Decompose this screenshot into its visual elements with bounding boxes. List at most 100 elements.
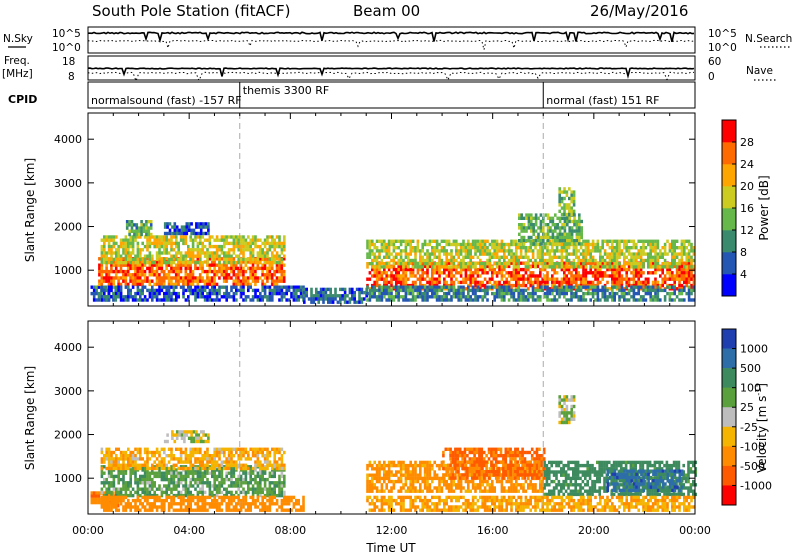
heatmap-cell — [690, 265, 693, 269]
heatmap-cell — [170, 282, 173, 287]
heatmap-cell — [530, 223, 533, 227]
heatmap-cell — [280, 279, 284, 283]
heatmap-cell — [383, 242, 386, 247]
heatmap-cell — [515, 277, 518, 281]
heatmap-cell — [268, 269, 272, 274]
heatmap-cell — [139, 481, 142, 485]
heatmap-cell — [525, 226, 528, 230]
heatmap-cell — [172, 474, 176, 479]
heatmap-cell — [560, 200, 564, 204]
heatmap-cell — [520, 226, 523, 230]
heatmap-cell — [208, 276, 212, 280]
heatmap-cell — [524, 246, 528, 250]
heatmap-cell — [471, 271, 475, 275]
heatmap-cell — [146, 235, 149, 239]
heatmap-cell — [623, 255, 626, 259]
heatmap-cell — [310, 290, 313, 295]
heatmap-cell — [263, 285, 267, 289]
heatmap-cell — [107, 279, 111, 283]
heatmap-cell — [395, 274, 398, 278]
heatmap-cell — [428, 239, 432, 243]
heatmap-cell — [182, 276, 185, 280]
heatmap-cell — [642, 262, 645, 266]
heatmap-cell — [167, 295, 171, 299]
heatmap-cell — [368, 239, 372, 243]
heatmap-cell — [471, 285, 475, 289]
heatmap-cell — [551, 283, 554, 288]
heatmap-cell — [153, 474, 156, 479]
heatmap-cell — [639, 262, 643, 266]
heatmap-cell — [493, 242, 496, 247]
heatmap-cell — [167, 273, 171, 277]
heatmap-cell — [426, 249, 429, 253]
heatmap-cell — [280, 260, 284, 265]
heatmap-cell — [115, 493, 118, 498]
heatmap-cell — [527, 287, 530, 291]
heatmap-cell — [395, 288, 398, 293]
heatmap-cell — [131, 454, 135, 458]
heatmap-cell — [348, 290, 352, 295]
heatmap-cell — [692, 252, 696, 256]
heatmap-cell — [110, 248, 113, 252]
heatmap-cell — [589, 258, 592, 263]
heatmap-cell — [409, 291, 412, 296]
heatmap-cell — [426, 252, 429, 256]
heatmap-cell — [498, 258, 501, 263]
heatmap-cell — [114, 266, 118, 271]
heatmap-cell — [428, 264, 432, 269]
heatmap-cell — [107, 288, 111, 293]
heatmap-cell — [268, 235, 272, 239]
heatmap-cell — [632, 246, 636, 250]
heatmap-cell — [227, 466, 231, 471]
heatmap-cell — [543, 291, 547, 296]
heatmap-cell — [573, 242, 576, 246]
heatmap-cell — [107, 238, 111, 242]
heatmap-cell — [213, 276, 216, 280]
heatmap-cell — [404, 252, 408, 256]
heatmap-cell — [251, 490, 255, 495]
heatmap-cell — [584, 285, 588, 289]
heatmap-cell — [134, 447, 137, 451]
heatmap-cell — [409, 271, 412, 275]
heatmap-cell — [577, 285, 580, 289]
heatmap-cell — [358, 287, 361, 292]
heatmap-cell — [103, 457, 106, 461]
heatmap-cell — [271, 257, 274, 262]
heatmap-cell — [322, 297, 325, 301]
heatmap-cell — [450, 255, 453, 259]
heatmap-cell — [594, 265, 597, 269]
heatmap-cell — [206, 454, 209, 458]
heatmap-cell — [556, 232, 559, 236]
heatmap-cell — [397, 291, 400, 296]
heatmap-cell — [131, 298, 135, 302]
heatmap-cell — [162, 279, 166, 283]
heatmap-cell — [687, 258, 691, 263]
heatmap-cell — [235, 477, 238, 482]
heatmap-cell — [117, 251, 120, 255]
heatmap-cell — [131, 493, 135, 498]
heatmap-cell — [433, 255, 436, 259]
heatmap-cell — [510, 258, 513, 263]
heatmap-cell — [270, 263, 274, 267]
heatmap-cell — [390, 288, 393, 293]
heatmap-cell — [495, 283, 499, 288]
heatmap-cell — [201, 279, 204, 283]
heatmap-cell — [191, 471, 195, 475]
heatmap-cell — [392, 274, 396, 278]
heatmap-cell — [206, 450, 209, 455]
heatmap-cell — [517, 242, 520, 247]
heatmap-cell — [366, 262, 369, 266]
heatmap-cell — [659, 288, 662, 293]
heatmap-cell — [553, 242, 556, 247]
heatmap-cell — [411, 274, 415, 278]
heatmap-cell — [124, 235, 128, 239]
heatmap-cell — [596, 295, 600, 299]
heatmap-cell — [541, 252, 544, 256]
heatmap-cell — [278, 493, 281, 498]
heatmap-cell — [368, 262, 372, 266]
heatmap-cell — [100, 279, 104, 283]
heatmap-cell — [531, 249, 535, 253]
heatmap-cell — [119, 291, 123, 296]
heatmap-cell — [613, 280, 616, 285]
heatmap-cell — [570, 209, 573, 213]
